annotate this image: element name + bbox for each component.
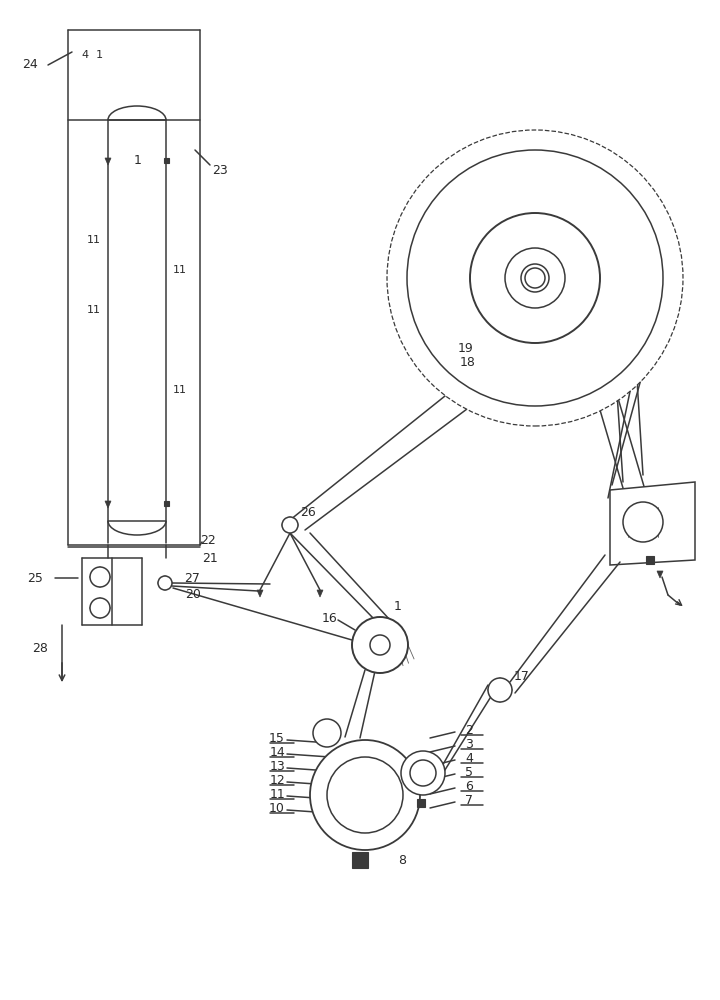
Text: 20: 20 [185,588,201,601]
Circle shape [352,617,408,673]
Text: 11: 11 [173,265,187,275]
Circle shape [623,502,663,542]
Text: 18: 18 [460,356,476,368]
Text: 15: 15 [269,732,285,744]
Circle shape [327,757,403,833]
Circle shape [627,506,659,538]
Text: 4: 4 [465,752,473,764]
Polygon shape [610,482,695,565]
Text: 16: 16 [322,611,338,624]
Circle shape [410,760,436,786]
Circle shape [387,130,683,426]
Circle shape [525,268,545,288]
Text: 26: 26 [300,506,316,518]
Text: 4  1: 4 1 [82,50,104,60]
Circle shape [370,635,390,655]
Polygon shape [105,501,111,508]
Polygon shape [257,590,263,597]
Text: 22: 22 [200,534,216,546]
Text: 25: 25 [27,572,43,584]
Circle shape [505,248,565,308]
Text: 7: 7 [465,794,473,806]
Text: 5: 5 [465,766,473,778]
Text: 14: 14 [269,746,285,758]
Text: 23: 23 [212,163,228,176]
Text: 11: 11 [173,385,187,395]
Polygon shape [105,158,111,165]
Text: 12: 12 [269,774,285,786]
Bar [163,500,168,506]
Polygon shape [657,571,663,578]
Text: 17: 17 [514,670,530,684]
Text: 2: 2 [465,724,473,736]
Circle shape [90,567,110,587]
Circle shape [282,517,298,533]
Circle shape [310,740,420,850]
Polygon shape [317,590,323,597]
Text: 6: 6 [465,780,473,792]
Bar [163,157,168,162]
Bar [646,556,654,564]
Text: 13: 13 [269,760,285,772]
Text: 8: 8 [398,854,406,866]
Circle shape [90,598,110,618]
Circle shape [401,751,445,795]
Circle shape [407,150,663,406]
Circle shape [521,264,549,292]
Circle shape [488,678,512,702]
Circle shape [470,213,600,343]
Text: 24: 24 [22,58,38,72]
Bar [417,799,425,807]
Text: 1: 1 [394,600,402,613]
Text: 11: 11 [87,305,101,315]
Text: 19: 19 [458,342,474,355]
Text: 10: 10 [269,802,285,814]
Text: 9: 9 [359,856,367,868]
Text: 11: 11 [269,788,285,800]
Text: 27: 27 [184,572,200,584]
Text: 11: 11 [87,235,101,245]
Text: 28: 28 [32,642,48,654]
Text: 21: 21 [202,552,218,564]
Circle shape [313,719,341,747]
Bar [352,852,368,868]
Circle shape [158,576,172,590]
Text: 3: 3 [465,738,473,750]
Text: 1: 1 [134,153,142,166]
